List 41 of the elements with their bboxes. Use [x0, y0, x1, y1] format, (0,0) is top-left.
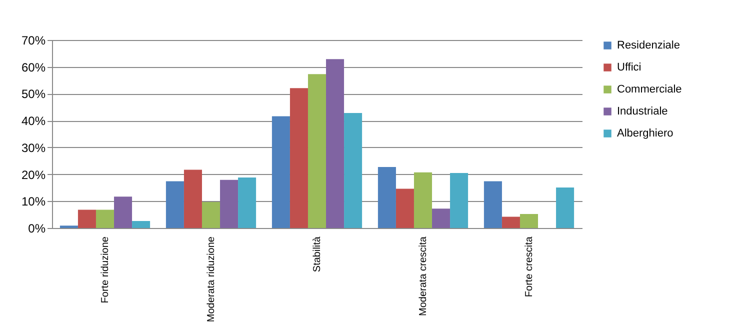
bar	[290, 88, 308, 228]
bar	[484, 181, 502, 228]
bar	[114, 196, 132, 228]
bar	[166, 181, 184, 228]
legend-label: Commerciale	[617, 84, 682, 96]
bar	[78, 210, 96, 228]
bar	[184, 170, 202, 228]
y-tick-label: 0%	[28, 222, 46, 236]
y-tick-label: 70%	[21, 34, 46, 48]
legend-label: Alberghiero	[617, 128, 674, 140]
bar	[308, 74, 326, 228]
bar	[326, 59, 344, 228]
y-tick-label: 20%	[21, 168, 46, 182]
bar	[502, 216, 520, 228]
bar	[396, 188, 414, 228]
legend-label: Uffici	[617, 62, 642, 74]
x-tick-label: Moderata riduzione	[206, 236, 217, 322]
bar	[202, 202, 220, 228]
bar	[132, 221, 150, 228]
y-tick-label: 50%	[21, 87, 46, 102]
bar	[450, 172, 468, 228]
bar	[344, 113, 362, 228]
x-tick-label: Forte crescita	[524, 236, 535, 298]
bar	[556, 187, 574, 228]
bar	[432, 208, 450, 228]
legend-label: Industriale	[617, 106, 668, 118]
x-tick-label: Stabilità	[312, 236, 323, 272]
y-tick-label: 40%	[21, 114, 46, 128]
bar	[220, 180, 238, 228]
bar	[414, 172, 432, 228]
bar	[238, 178, 256, 228]
x-tick-label: Forte riduzione	[100, 236, 111, 304]
bar	[520, 214, 538, 228]
y-tick-label: 10%	[21, 194, 46, 209]
y-tick-label: 30%	[21, 140, 46, 155]
y-tick-label: 60%	[21, 60, 46, 74]
x-tick-label: Moderata crescita	[418, 236, 429, 316]
bar	[378, 167, 396, 228]
legend-label: Residenziale	[617, 40, 680, 52]
bar	[96, 210, 114, 228]
bar	[272, 116, 290, 228]
